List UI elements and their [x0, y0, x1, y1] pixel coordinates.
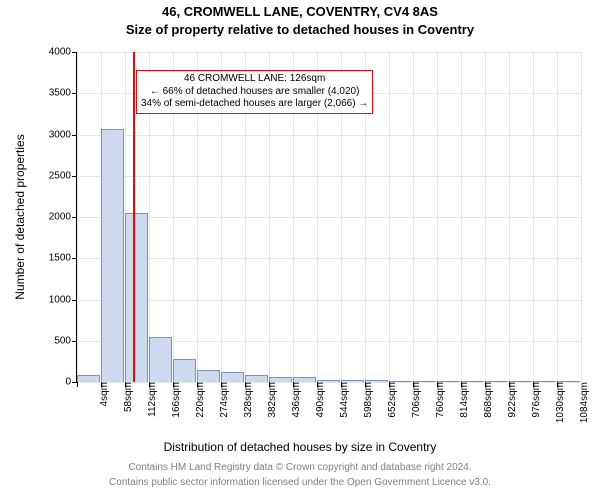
histogram-bar	[125, 213, 148, 382]
gridline-h	[77, 135, 581, 136]
title-line-2: Size of property relative to detached ho…	[0, 22, 600, 37]
xtick-mark	[365, 382, 366, 387]
xtick-mark	[173, 382, 174, 387]
histogram-bar	[389, 381, 412, 382]
histogram-bar	[509, 381, 532, 382]
gridline-v	[389, 52, 390, 382]
xtick-mark	[437, 382, 438, 387]
xtick-mark	[197, 382, 198, 387]
xtick-mark	[269, 382, 270, 387]
histogram-bar	[557, 381, 580, 382]
annotation-line: 46 CROMWELL LANE: 126sqm	[141, 73, 368, 86]
gridline-v	[77, 52, 78, 382]
gridline-h	[77, 217, 581, 218]
annotation-line: ← 66% of detached houses are smaller (4,…	[141, 86, 368, 99]
ytick-label: 4000	[49, 47, 77, 58]
histogram-bar	[437, 381, 460, 382]
xtick-label: 706sqm	[405, 382, 422, 418]
xtick-label: 868sqm	[477, 382, 494, 418]
footer-line-2: Contains public sector information licen…	[0, 477, 600, 488]
xtick-mark	[221, 382, 222, 387]
ytick-label: 500	[54, 335, 77, 346]
xtick-mark	[341, 382, 342, 387]
histogram-bar	[461, 381, 484, 382]
xtick-mark	[461, 382, 462, 387]
xtick-label: 436sqm	[285, 382, 302, 418]
histogram-bar	[197, 370, 220, 382]
gridline-h	[77, 258, 581, 259]
xtick-label: 382sqm	[261, 382, 278, 418]
xtick-mark	[509, 382, 510, 387]
title-line-1: 46, CROMWELL LANE, COVENTRY, CV4 8AS	[0, 4, 600, 19]
x-axis-label: Distribution of detached houses by size …	[0, 440, 600, 454]
gridline-v	[533, 52, 534, 382]
gridline-v	[485, 52, 486, 382]
xtick-mark	[317, 382, 318, 387]
xtick-label: 328sqm	[237, 382, 254, 418]
xtick-label: 490sqm	[309, 382, 326, 418]
xtick-label: 166sqm	[165, 382, 182, 418]
histogram-bar	[77, 375, 100, 382]
histogram-bar	[293, 377, 316, 382]
xtick-mark	[389, 382, 390, 387]
chart-container: 46, CROMWELL LANE, COVENTRY, CV4 8AS Siz…	[0, 0, 600, 500]
gridline-v	[509, 52, 510, 382]
xtick-label: 112sqm	[141, 382, 158, 417]
histogram-bar	[221, 372, 244, 382]
histogram-bar	[269, 377, 292, 382]
xtick-mark	[485, 382, 486, 387]
xtick-label: 922sqm	[501, 382, 518, 418]
histogram-bar	[173, 359, 196, 382]
gridline-h	[77, 300, 581, 301]
plot-area: 050010001500200025003000350040004sqm58sq…	[76, 52, 581, 383]
histogram-bar	[149, 337, 172, 382]
xtick-label: 760sqm	[429, 382, 446, 418]
xtick-label: 220sqm	[189, 382, 206, 418]
ytick-label: 1000	[49, 294, 77, 305]
histogram-bar	[341, 380, 364, 382]
xtick-label: 1030sqm	[549, 382, 566, 423]
xtick-label: 652sqm	[381, 382, 398, 418]
gridline-v	[413, 52, 414, 382]
histogram-bar	[365, 380, 388, 382]
footer-line-1: Contains HM Land Registry data © Crown c…	[0, 462, 600, 473]
ytick-label: 3000	[49, 129, 77, 140]
ytick-label: 3500	[49, 88, 77, 99]
histogram-bar	[533, 381, 556, 382]
xtick-mark	[557, 382, 558, 387]
xtick-label: 274sqm	[213, 382, 230, 418]
y-axis-label: Number of detached properties	[13, 134, 27, 299]
property-marker-line	[133, 52, 135, 382]
xtick-mark	[77, 382, 78, 387]
gridline-v	[461, 52, 462, 382]
xtick-label: 598sqm	[357, 382, 374, 418]
xtick-label: 544sqm	[333, 382, 350, 418]
gridline-h	[77, 52, 581, 53]
gridline-h	[77, 176, 581, 177]
xtick-mark	[149, 382, 150, 387]
histogram-bar	[413, 381, 436, 382]
ytick-label: 2000	[49, 212, 77, 223]
xtick-label: 1084sqm	[573, 382, 590, 423]
ytick-label: 1500	[49, 253, 77, 264]
gridline-v	[557, 52, 558, 382]
xtick-mark	[293, 382, 294, 387]
gridline-v	[437, 52, 438, 382]
xtick-mark	[533, 382, 534, 387]
histogram-bar	[101, 129, 124, 382]
ytick-label: 0	[65, 377, 77, 388]
histogram-bar	[485, 381, 508, 382]
xtick-mark	[101, 382, 102, 387]
annotation-line: 34% of semi-detached houses are larger (…	[141, 98, 368, 111]
xtick-label: 976sqm	[525, 382, 542, 418]
annotation-box: 46 CROMWELL LANE: 126sqm← 66% of detache…	[136, 70, 373, 114]
xtick-mark	[125, 382, 126, 387]
ytick-label: 2500	[49, 170, 77, 181]
xtick-mark	[245, 382, 246, 387]
histogram-bar	[317, 380, 340, 382]
histogram-bar	[245, 375, 268, 382]
gridline-v	[581, 52, 582, 382]
xtick-label: 814sqm	[453, 382, 470, 418]
xtick-mark	[413, 382, 414, 387]
